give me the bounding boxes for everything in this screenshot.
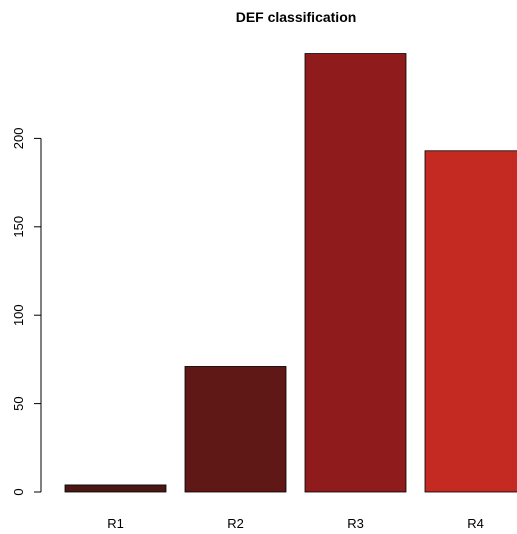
bar-r4 xyxy=(424,150,517,493)
bar-r2 xyxy=(184,366,287,493)
chart-title: DEF classification xyxy=(236,9,357,25)
bars xyxy=(64,53,517,493)
y-tick-label: 150 xyxy=(11,216,26,238)
bar-r1 xyxy=(64,484,167,493)
x-axis-labels: R1 R2 R3 R4 xyxy=(107,516,484,531)
y-tick-label: 0 xyxy=(11,488,26,495)
y-tick-label: 100 xyxy=(11,304,26,326)
x-tick-label-r3: R3 xyxy=(347,516,364,531)
x-tick-label-r1: R1 xyxy=(107,516,124,531)
bar-r3 xyxy=(304,53,407,493)
y-tick-label: 50 xyxy=(11,396,26,410)
x-tick-label-r2: R2 xyxy=(227,516,244,531)
y-axis: 0 50 100 150 200 xyxy=(11,128,42,496)
x-tick-label-r4: R4 xyxy=(467,516,484,531)
y-tick-label: 200 xyxy=(11,128,26,150)
